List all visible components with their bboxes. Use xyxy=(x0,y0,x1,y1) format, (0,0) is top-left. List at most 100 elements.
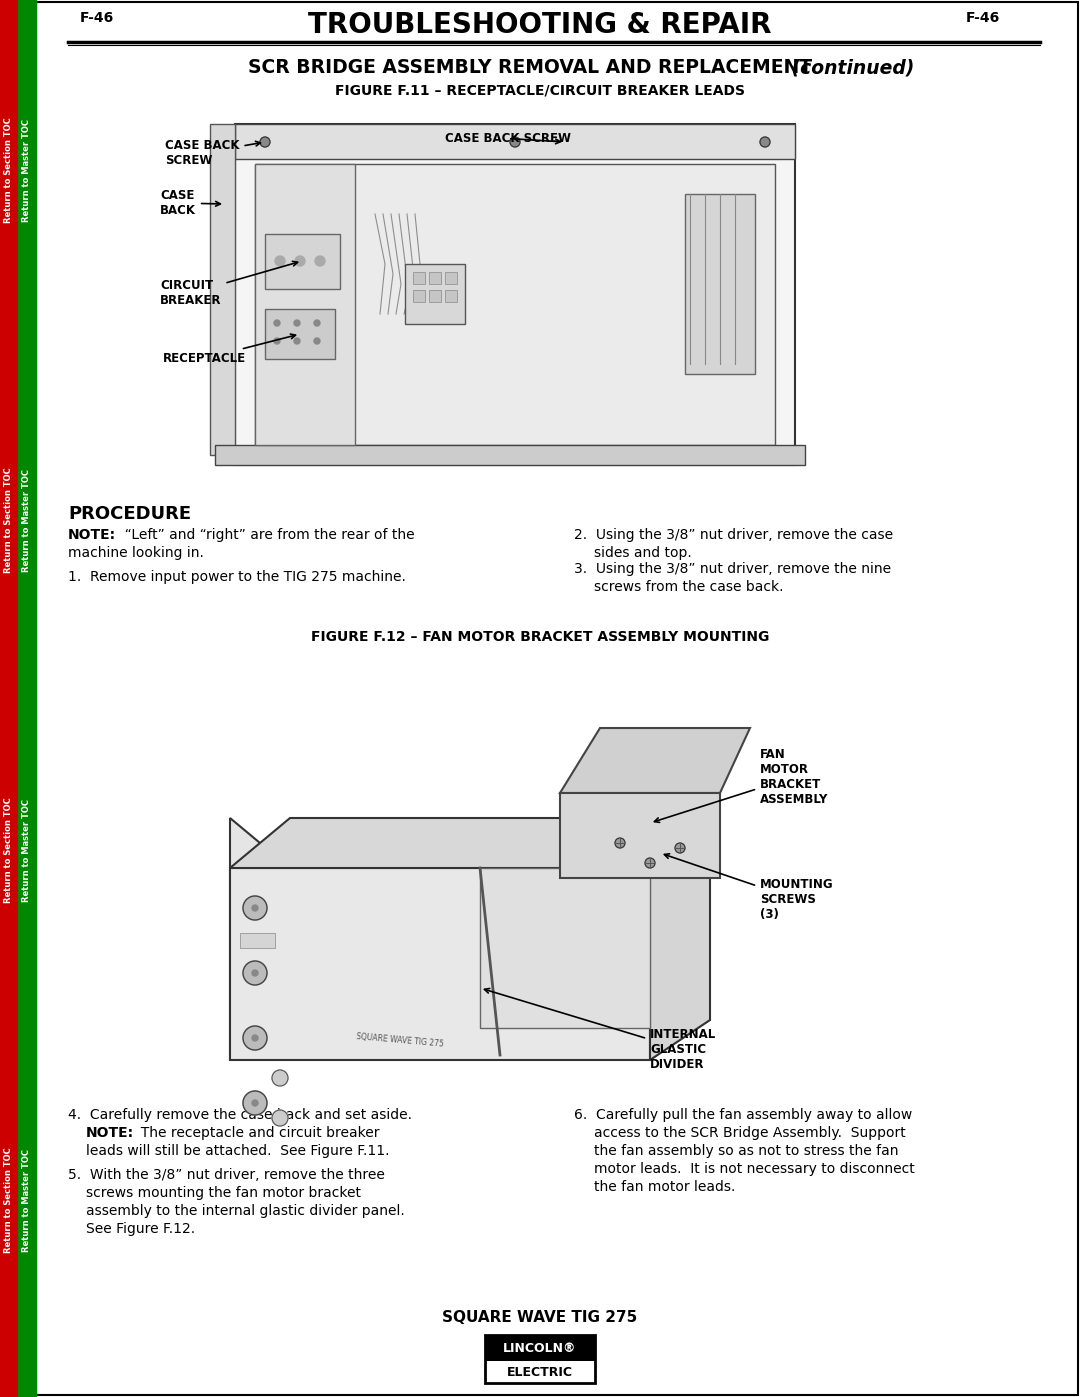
Bar xyxy=(235,124,795,465)
Text: Return to Section TOC: Return to Section TOC xyxy=(4,1147,14,1253)
Text: the fan assembly so as not to stress the fan: the fan assembly so as not to stress the… xyxy=(594,1144,899,1158)
Text: 4.  Carefully remove the case back and set aside.: 4. Carefully remove the case back and se… xyxy=(68,1108,411,1122)
Text: INTERNAL
GLASTIC
DIVIDER: INTERNAL GLASTIC DIVIDER xyxy=(485,989,716,1071)
Text: Return to Master TOC: Return to Master TOC xyxy=(23,1148,31,1252)
Bar xyxy=(265,235,340,289)
Circle shape xyxy=(272,1111,288,1126)
Bar xyxy=(156,648,924,1090)
Circle shape xyxy=(252,1099,258,1106)
Circle shape xyxy=(760,137,770,147)
Circle shape xyxy=(645,858,654,868)
Text: SQUARE WAVE TIG 275: SQUARE WAVE TIG 275 xyxy=(443,1310,637,1324)
Text: motor leads.  It is not necessary to disconnect: motor leads. It is not necessary to disc… xyxy=(594,1162,915,1176)
Text: F-46: F-46 xyxy=(966,11,1000,25)
Text: CASE BACK
SCREW: CASE BACK SCREW xyxy=(165,138,260,168)
Text: CASE BACK SCREW: CASE BACK SCREW xyxy=(445,131,571,145)
Text: Return to Master TOC: Return to Master TOC xyxy=(23,119,31,222)
Circle shape xyxy=(260,137,270,147)
Circle shape xyxy=(274,320,280,326)
Circle shape xyxy=(243,1025,267,1051)
Bar xyxy=(265,309,335,359)
Text: 6.  Carefully pull the fan assembly away to allow: 6. Carefully pull the fan assembly away … xyxy=(573,1108,913,1122)
Bar xyxy=(445,272,457,284)
Text: 1.  Remove input power to the TIG 275 machine.: 1. Remove input power to the TIG 275 mac… xyxy=(68,570,406,584)
Text: LINCOLN®: LINCOLN® xyxy=(503,1341,577,1355)
Circle shape xyxy=(314,338,320,344)
Text: F-46: F-46 xyxy=(80,11,114,25)
Text: assembly to the internal glastic divider panel.: assembly to the internal glastic divider… xyxy=(86,1204,405,1218)
Circle shape xyxy=(315,256,325,265)
Bar xyxy=(485,1336,595,1383)
Text: NOTE:: NOTE: xyxy=(68,528,117,542)
Polygon shape xyxy=(230,819,710,868)
Circle shape xyxy=(675,842,685,854)
Text: 5.  With the 3/8” nut driver, remove the three: 5. With the 3/8” nut driver, remove the … xyxy=(68,1168,384,1182)
Bar xyxy=(413,291,426,302)
Bar xyxy=(480,868,650,1028)
Text: SQUARE WAVE TIG 275: SQUARE WAVE TIG 275 xyxy=(356,1032,444,1048)
Bar xyxy=(156,115,810,481)
Bar xyxy=(255,163,775,446)
Text: 2.  Using the 3/8” nut driver, remove the case: 2. Using the 3/8” nut driver, remove the… xyxy=(573,528,893,542)
Text: CIRCUIT
BREAKER: CIRCUIT BREAKER xyxy=(160,261,297,307)
Bar xyxy=(429,291,441,302)
Text: PROCEDURE: PROCEDURE xyxy=(68,504,191,522)
Text: machine looking in.: machine looking in. xyxy=(68,546,204,560)
Text: Return to Section TOC: Return to Section TOC xyxy=(4,798,14,902)
Text: Return to Section TOC: Return to Section TOC xyxy=(4,467,14,573)
Polygon shape xyxy=(561,728,750,793)
Circle shape xyxy=(295,256,305,265)
Circle shape xyxy=(252,970,258,977)
Circle shape xyxy=(272,1070,288,1085)
Circle shape xyxy=(252,1035,258,1041)
Text: screws from the case back.: screws from the case back. xyxy=(594,580,783,594)
Polygon shape xyxy=(230,1020,710,1060)
Text: The receptacle and circuit breaker: The receptacle and circuit breaker xyxy=(132,1126,379,1140)
Text: Return to Master TOC: Return to Master TOC xyxy=(23,799,31,901)
Text: FIGURE F.12 – FAN MOTOR BRACKET ASSEMBLY MOUNTING: FIGURE F.12 – FAN MOTOR BRACKET ASSEMBLY… xyxy=(311,630,769,644)
Bar xyxy=(413,272,426,284)
Circle shape xyxy=(294,338,300,344)
Text: See Figure F.12.: See Figure F.12. xyxy=(86,1222,195,1236)
Text: SCR BRIDGE ASSEMBLY REMOVAL AND REPLACEMENT: SCR BRIDGE ASSEMBLY REMOVAL AND REPLACEM… xyxy=(248,59,812,77)
Circle shape xyxy=(294,320,300,326)
Text: screws mounting the fan motor bracket: screws mounting the fan motor bracket xyxy=(86,1186,361,1200)
Bar xyxy=(240,933,275,949)
Circle shape xyxy=(243,895,267,921)
Text: 3.  Using the 3/8” nut driver, remove the nine: 3. Using the 3/8” nut driver, remove the… xyxy=(573,562,891,576)
Text: (continued): (continued) xyxy=(785,59,915,77)
Text: leads will still be attached.  See Figure F.11.: leads will still be attached. See Figure… xyxy=(86,1144,390,1158)
Circle shape xyxy=(243,1091,267,1115)
Bar xyxy=(210,124,235,455)
Polygon shape xyxy=(230,819,291,1060)
Polygon shape xyxy=(230,868,650,1060)
Circle shape xyxy=(510,137,519,147)
Bar xyxy=(18,0,36,1397)
Polygon shape xyxy=(650,819,710,1060)
Circle shape xyxy=(275,256,285,265)
Bar xyxy=(429,272,441,284)
Bar xyxy=(445,291,457,302)
Text: RECEPTACLE: RECEPTACLE xyxy=(163,334,296,365)
Text: FIGURE F.11 – RECEPTACLE/CIRCUIT BREAKER LEADS: FIGURE F.11 – RECEPTACLE/CIRCUIT BREAKER… xyxy=(335,84,745,98)
Bar xyxy=(405,264,465,324)
Text: CASE
BACK: CASE BACK xyxy=(160,189,220,217)
Text: NOTE:: NOTE: xyxy=(86,1126,134,1140)
Bar xyxy=(685,194,755,374)
Text: TROUBLESHOOTING & REPAIR: TROUBLESHOOTING & REPAIR xyxy=(308,11,772,39)
Text: ELECTRIC: ELECTRIC xyxy=(507,1366,573,1379)
Circle shape xyxy=(314,320,320,326)
Circle shape xyxy=(252,905,258,911)
Bar xyxy=(485,1336,595,1362)
Text: access to the SCR Bridge Assembly.  Support: access to the SCR Bridge Assembly. Suppo… xyxy=(594,1126,906,1140)
Text: Return to Master TOC: Return to Master TOC xyxy=(23,468,31,571)
Bar xyxy=(255,163,355,446)
Text: MOUNTING
SCREWS
(3): MOUNTING SCREWS (3) xyxy=(664,854,834,921)
Text: sides and top.: sides and top. xyxy=(594,546,692,560)
Text: “Left” and “right” are from the rear of the: “Left” and “right” are from the rear of … xyxy=(116,528,415,542)
Circle shape xyxy=(615,838,625,848)
Bar xyxy=(215,446,805,465)
Bar xyxy=(561,793,720,877)
Text: Return to Section TOC: Return to Section TOC xyxy=(4,117,14,224)
Text: the fan motor leads.: the fan motor leads. xyxy=(594,1180,735,1194)
